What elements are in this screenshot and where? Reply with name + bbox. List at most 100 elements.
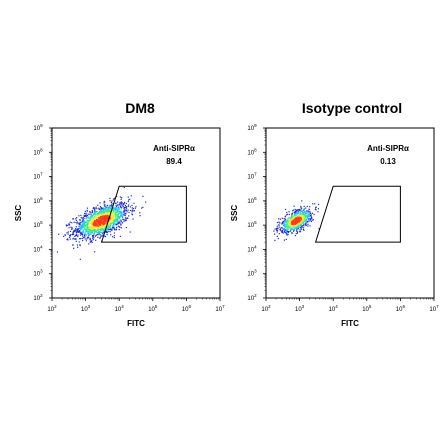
- y-tick-label: 106: [33, 196, 43, 205]
- event-dot: [114, 214, 116, 216]
- event-dot: [106, 228, 108, 230]
- event-dot: [101, 221, 103, 223]
- event-dot: [309, 218, 312, 220]
- event-dot: [107, 229, 110, 231]
- event-dot: [98, 220, 101, 223]
- event-dot: [85, 212, 87, 214]
- event-dot: [108, 211, 111, 213]
- event-dot: [90, 229, 92, 231]
- event-dot: [114, 208, 116, 211]
- event-dot: [81, 224, 83, 226]
- event-dot: [95, 216, 97, 219]
- event-dot: [294, 215, 297, 217]
- event-dot: [105, 208, 107, 210]
- event-dot: [99, 202, 101, 204]
- event-dot: [80, 214, 82, 216]
- event-dot: [292, 228, 295, 230]
- event-dot: [99, 206, 102, 208]
- event-dot: [72, 218, 74, 220]
- event-dot: [121, 211, 123, 213]
- event-dot: [81, 226, 84, 228]
- event-dot: [100, 216, 103, 218]
- event-dot: [113, 225, 115, 227]
- event-dot: [307, 221, 309, 223]
- event-dot: [301, 221, 303, 223]
- event-dot: [309, 206, 311, 208]
- event-dot: [120, 219, 122, 221]
- event-dot: [309, 211, 311, 213]
- event-dot: [107, 224, 109, 226]
- event-dot: [124, 206, 127, 208]
- event-dot: [281, 223, 283, 225]
- event-dot: [75, 232, 78, 234]
- event-dot: [299, 211, 301, 213]
- event-dot: [99, 237, 101, 239]
- event-dot: [98, 227, 100, 230]
- event-dot: [97, 222, 99, 224]
- event-dot: [300, 216, 302, 218]
- event-dot: [76, 223, 78, 225]
- event-dot: [141, 207, 143, 209]
- x-tick-label: 102: [261, 304, 271, 313]
- event-dot: [302, 221, 304, 224]
- event-dot: [294, 235, 296, 237]
- event-dot: [300, 211, 302, 213]
- event-dot: [297, 216, 299, 218]
- x-tick-label: 104: [329, 304, 339, 313]
- event-dot: [123, 206, 126, 209]
- event-dot: [90, 227, 92, 229]
- event-dot: [317, 211, 319, 213]
- event-dot: [75, 221, 77, 224]
- event-dot: [284, 231, 286, 234]
- event-dot: [87, 226, 89, 228]
- event-dot: [287, 223, 289, 226]
- x-tick-label: 103: [81, 304, 91, 313]
- event-dot: [294, 212, 296, 214]
- event-dot: [291, 215, 293, 217]
- event-dot: [299, 213, 301, 216]
- event-dot: [300, 225, 302, 227]
- event-dot: [102, 214, 104, 216]
- event-dot: [77, 246, 79, 248]
- event-dot: [82, 239, 84, 242]
- event-dot: [95, 223, 97, 226]
- x-tick-label: 106: [182, 304, 192, 313]
- event-dot: [290, 228, 292, 230]
- event-dot: [72, 233, 74, 235]
- event-dot: [98, 217, 100, 219]
- event-dot: [78, 222, 80, 224]
- event-dot: [87, 229, 89, 231]
- event-dot: [85, 215, 87, 217]
- event-dot: [142, 206, 144, 208]
- event-dot: [291, 219, 294, 221]
- event-dot: [76, 217, 78, 219]
- event-dot: [139, 215, 141, 217]
- event-dot: [96, 231, 99, 234]
- event-dot: [78, 225, 80, 227]
- event-dot: [296, 214, 298, 216]
- event-dot: [123, 186, 125, 189]
- event-dot: [69, 221, 71, 223]
- event-dot: [128, 211, 130, 214]
- event-dot: [291, 216, 293, 218]
- event-dot: [86, 214, 89, 217]
- event-dot: [296, 231, 299, 233]
- event-dot: [112, 215, 114, 217]
- event-dot: [76, 221, 78, 223]
- event-dot: [113, 220, 115, 223]
- event-dot: [75, 233, 77, 236]
- event-dot: [116, 217, 119, 219]
- event-dot: [132, 207, 135, 210]
- event-dot: [307, 210, 309, 212]
- event-dot: [288, 231, 290, 233]
- event-dot: [96, 234, 98, 236]
- event-dot: [296, 227, 298, 229]
- event-dot: [308, 212, 310, 214]
- event-dot: [113, 222, 115, 224]
- event-dot: [100, 222, 102, 224]
- event-dot: [68, 223, 70, 225]
- event-dot: [109, 197, 111, 200]
- event-dot: [83, 235, 85, 237]
- event-dot: [104, 218, 106, 220]
- event-dot: [87, 224, 89, 227]
